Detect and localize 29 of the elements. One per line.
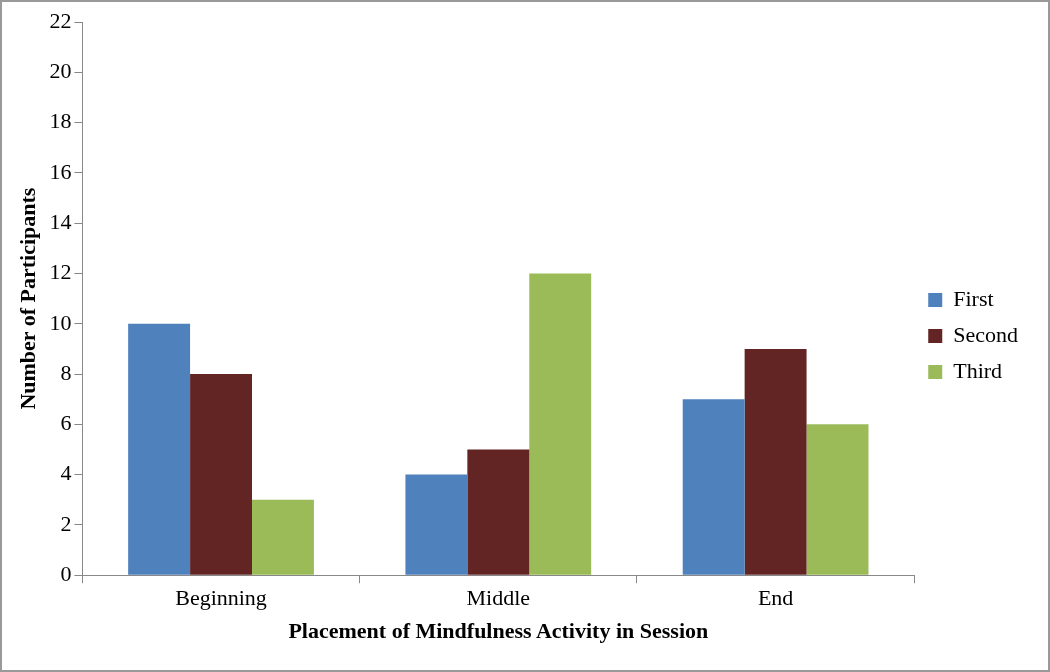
bar [128, 323, 191, 575]
y-tick-label: 10 [49, 309, 72, 335]
bar [529, 273, 592, 575]
y-tick-label: 4 [60, 460, 72, 486]
y-tick-label: 20 [49, 58, 72, 84]
x-tick-label: End [757, 585, 794, 611]
bar [682, 399, 745, 575]
legend-label: Second [953, 321, 1018, 347]
y-tick-label: 22 [49, 7, 72, 33]
x-axis-title: Placement of Mindfulness Activity in Session [288, 618, 709, 644]
y-tick-label: 6 [60, 410, 72, 436]
bar [467, 449, 530, 575]
bar [190, 374, 252, 575]
y-axis-title: Number of Participants [14, 187, 40, 410]
y-tick-label: 8 [60, 359, 72, 385]
y-tick-label: 12 [49, 259, 72, 285]
y-tick-label: 16 [49, 158, 72, 184]
legend-label: Third [953, 357, 1003, 383]
x-tick-label: Middle [466, 585, 531, 611]
y-tick-label: 14 [49, 208, 72, 234]
bar [252, 499, 314, 575]
legend-label: First [953, 285, 994, 311]
y-tick-label: 18 [49, 108, 72, 134]
x-tick-label: Beginning [175, 585, 267, 611]
bar [806, 424, 869, 575]
y-tick-label: 0 [60, 560, 72, 586]
y-tick-label: 2 [60, 510, 72, 536]
bar [744, 348, 807, 575]
bar [405, 474, 468, 575]
